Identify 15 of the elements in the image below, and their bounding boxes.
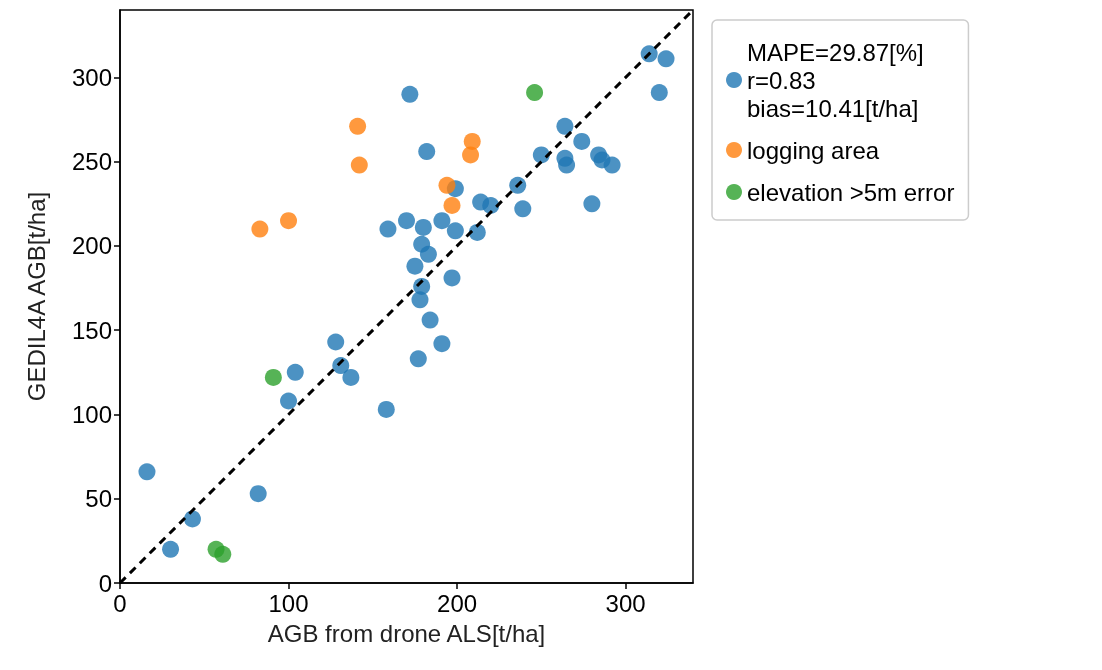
legend-label: logging area [747,136,880,164]
x-tick-label: 200 [437,589,478,617]
y-tick-label: 150 [71,316,112,344]
y-tick-label: 0 [98,569,112,597]
legend-label: elevation >5m error [747,178,955,206]
x-axis-title: AGB from drone ALS[t/ha] [267,619,546,647]
y-axis-title: GEDIL4A AGB[t/ha] [22,191,50,402]
x-tick-label: 300 [605,589,646,617]
x-tick-label: 100 [268,589,309,617]
y-tick-label: 50 [85,485,112,513]
y-tick-label: 200 [71,232,112,260]
legend-label: MAPE=29.87[%] r=0.83 bias=10.41[t/ha] [747,38,924,122]
y-tick-label: 300 [71,63,112,91]
y-tick-label: 100 [71,400,112,428]
y-tick-label: 250 [71,148,112,176]
